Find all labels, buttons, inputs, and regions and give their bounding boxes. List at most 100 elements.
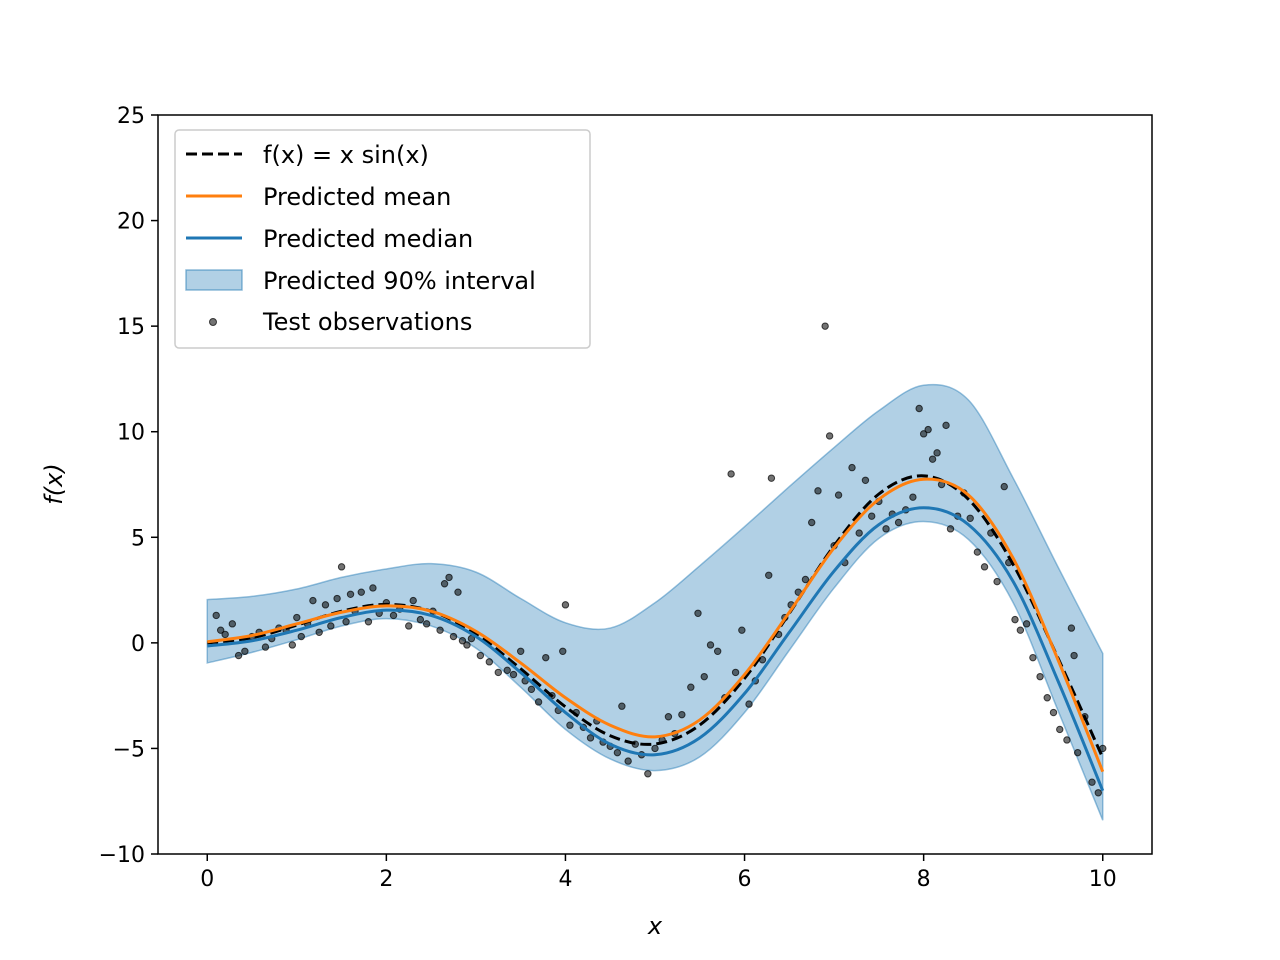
- observation-point-119: [942, 421, 950, 430]
- observation-point-110: [894, 518, 903, 527]
- observation-point-33: [409, 596, 417, 605]
- y-tick-label-4: 10: [117, 421, 145, 446]
- observation-point-2: [221, 630, 229, 639]
- observation-point-108: [882, 525, 890, 533]
- observation-point-50: [516, 647, 525, 655]
- observation-point-34: [416, 615, 425, 624]
- legend-label-observations: Test observations: [262, 308, 472, 336]
- observation-point-26: [364, 618, 373, 626]
- observation-point-37: [436, 626, 444, 634]
- observation-point-4: [234, 651, 243, 660]
- observation-point-134: [1036, 672, 1044, 681]
- observation-point-40: [449, 632, 458, 641]
- y-tick-label-5: 15: [117, 315, 145, 340]
- observation-point-21: [337, 563, 346, 571]
- observation-point-79: [700, 672, 708, 681]
- x-tick-label-0: 0: [200, 867, 214, 892]
- observation-point-141: [1073, 748, 1082, 757]
- observation-point-114: [919, 430, 928, 438]
- observation-point-47: [494, 668, 502, 677]
- ticks: 0 2 4 6 8 10 −10 −5 0 5 10 15 20 25: [99, 104, 1117, 892]
- predicted-median-line: [207, 506, 1105, 792]
- observation-point-113: [915, 404, 923, 413]
- y-tick-label-2: 0: [131, 632, 145, 657]
- observation-point-52: [527, 685, 536, 694]
- x-tick-label-4: 8: [917, 867, 931, 892]
- observation-point-96: [808, 518, 816, 527]
- y-axis-label: f(x): [40, 463, 68, 504]
- observation-point-32: [405, 622, 413, 630]
- legend-label-predicted-mean: Predicted mean: [263, 183, 451, 211]
- observation-point-117: [933, 449, 941, 457]
- observation-point-53: [534, 698, 543, 706]
- observation-point-125: [980, 563, 989, 571]
- observation-point-144: [1094, 789, 1102, 797]
- observation-point-116: [928, 455, 937, 463]
- observation-point-83: [727, 470, 735, 478]
- observation-point-136: [1049, 708, 1058, 717]
- y-tick-label-6: 20: [117, 210, 145, 235]
- legend-handle-observations: [209, 318, 217, 326]
- observation-point-139: [1067, 624, 1076, 632]
- observation-point-115: [924, 425, 932, 434]
- y-tick-label-7: 25: [117, 104, 145, 129]
- observation-point-124: [973, 548, 982, 556]
- observation-point-17: [315, 628, 323, 636]
- legend-handle-interval: [185, 269, 243, 291]
- observation-point-81: [713, 647, 722, 655]
- observation-point-131: [1016, 626, 1025, 634]
- observation-point-86: [745, 700, 753, 708]
- observation-point-41: [454, 588, 462, 596]
- observation-point-13: [293, 613, 301, 622]
- observation-point-104: [855, 529, 863, 537]
- plot-area: [206, 322, 1107, 821]
- observation-point-1: [216, 626, 225, 634]
- observation-point-133: [1029, 653, 1037, 662]
- observation-point-38: [440, 580, 449, 588]
- observation-point-123: [966, 514, 974, 522]
- observation-point-23: [346, 590, 355, 598]
- observation-point-127: [993, 577, 1001, 586]
- observation-point-35: [422, 620, 431, 628]
- y-tick-label-0: −10: [99, 843, 145, 868]
- observation-point-103: [848, 463, 856, 472]
- observation-point-30: [389, 611, 398, 620]
- observation-point-112: [909, 493, 917, 501]
- legend-label-predicted-median: Predicted median: [263, 225, 473, 253]
- observation-point-132: [1022, 620, 1031, 628]
- observation-point-0: [212, 611, 220, 620]
- observation-point-54: [542, 653, 550, 662]
- observation-point-18: [321, 601, 330, 609]
- legend-label-interval: Predicted 90% interval: [263, 267, 536, 295]
- x-axis-label: x: [647, 912, 663, 940]
- observation-point-39: [445, 573, 453, 582]
- observation-point-137: [1056, 725, 1064, 734]
- observation-point-77: [687, 683, 695, 691]
- observation-point-90: [767, 474, 776, 482]
- observation-point-66: [613, 748, 622, 757]
- x-tick-label-5: 10: [1089, 867, 1117, 892]
- observation-point-8: [261, 643, 270, 651]
- observation-point-106: [868, 512, 876, 520]
- observation-point-143: [1088, 778, 1096, 786]
- legend: f(x) = x sin(x) Predicted mean Predicted…: [174, 129, 591, 349]
- axes-frame: [157, 114, 1153, 855]
- observation-point-71: [644, 770, 652, 778]
- observation-point-140: [1070, 651, 1078, 660]
- observation-point-85: [738, 626, 746, 634]
- observation-point-62: [586, 734, 595, 742]
- predicted-mean-line: [207, 477, 1105, 773]
- x-tick-label-1: 2: [379, 867, 393, 892]
- observation-point-80: [706, 641, 715, 649]
- observation-point-42: [458, 637, 467, 645]
- observation-point-16: [309, 596, 317, 605]
- observation-point-5: [241, 647, 249, 655]
- y-tick-label-1: −5: [113, 737, 145, 762]
- true-function-line: [207, 474, 1105, 759]
- observation-point-130: [1011, 615, 1019, 624]
- observation-point-78: [694, 609, 702, 617]
- observation-point-138: [1063, 736, 1071, 744]
- observation-point-43: [463, 641, 471, 649]
- observation-point-3: [228, 620, 237, 628]
